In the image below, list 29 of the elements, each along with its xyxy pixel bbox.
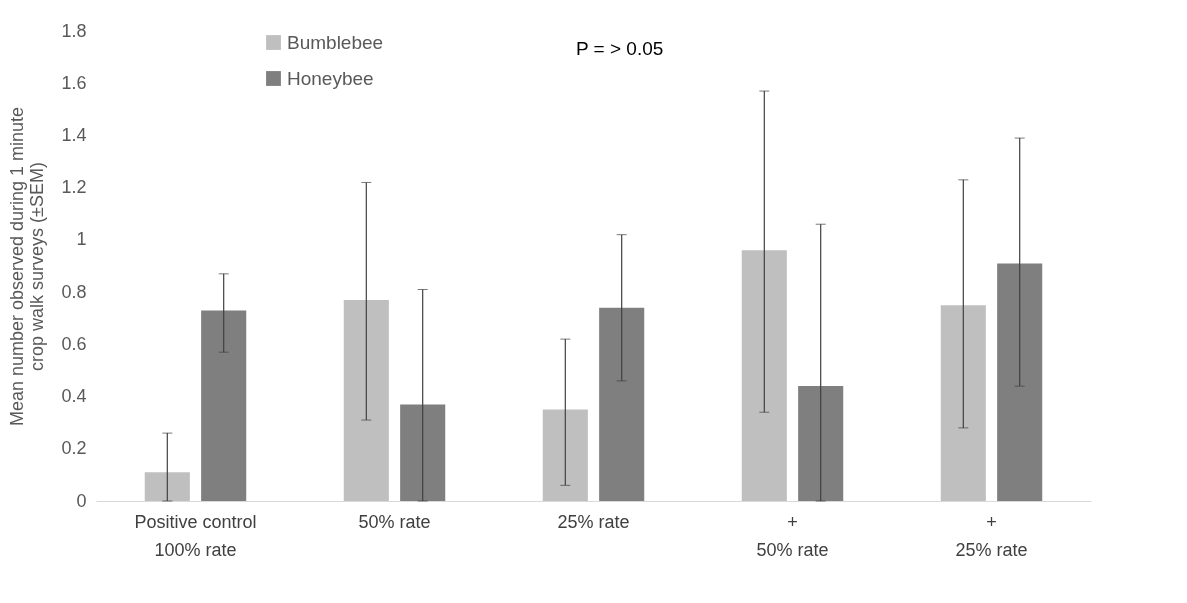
bar xyxy=(201,310,247,501)
bar xyxy=(798,386,844,501)
bar xyxy=(940,305,986,501)
y-tick-label: 0.4 xyxy=(61,386,87,407)
y-tick-label: 1.4 xyxy=(61,124,87,145)
bar xyxy=(741,250,787,501)
bar xyxy=(997,263,1043,501)
y-tick-label: 0.6 xyxy=(61,333,87,354)
x-tick-label: 50% rate xyxy=(358,511,431,532)
bar xyxy=(343,299,389,501)
y-tick-label: 1 xyxy=(76,229,87,250)
legend-label: Bumblebee xyxy=(287,31,384,53)
y-tick-label: 0 xyxy=(76,490,87,511)
x-tick-label: Positive control 100% rate xyxy=(134,511,257,560)
bar xyxy=(542,409,588,501)
bar xyxy=(144,472,190,501)
y-tick-label: 0.2 xyxy=(61,438,87,459)
y-tick-label: 1.6 xyxy=(61,72,87,93)
y-axis-title: Mean number observed during 1 minute crop walk surveys (±SEM) xyxy=(7,106,48,427)
x-tick-label: + 50% rate xyxy=(756,511,829,560)
y-tick-label: 0.8 xyxy=(61,281,87,302)
y-tick-label: 1.8 xyxy=(61,20,87,41)
bar xyxy=(400,404,446,501)
y-tick-label: 1.2 xyxy=(61,177,87,198)
x-tick-label: 25% rate xyxy=(557,511,630,532)
legend-label: Honeybee xyxy=(287,67,374,89)
annotation: P = > 0.05 xyxy=(576,38,664,59)
bar xyxy=(599,307,645,501)
x-tick-label: + 25% rate xyxy=(955,511,1028,560)
